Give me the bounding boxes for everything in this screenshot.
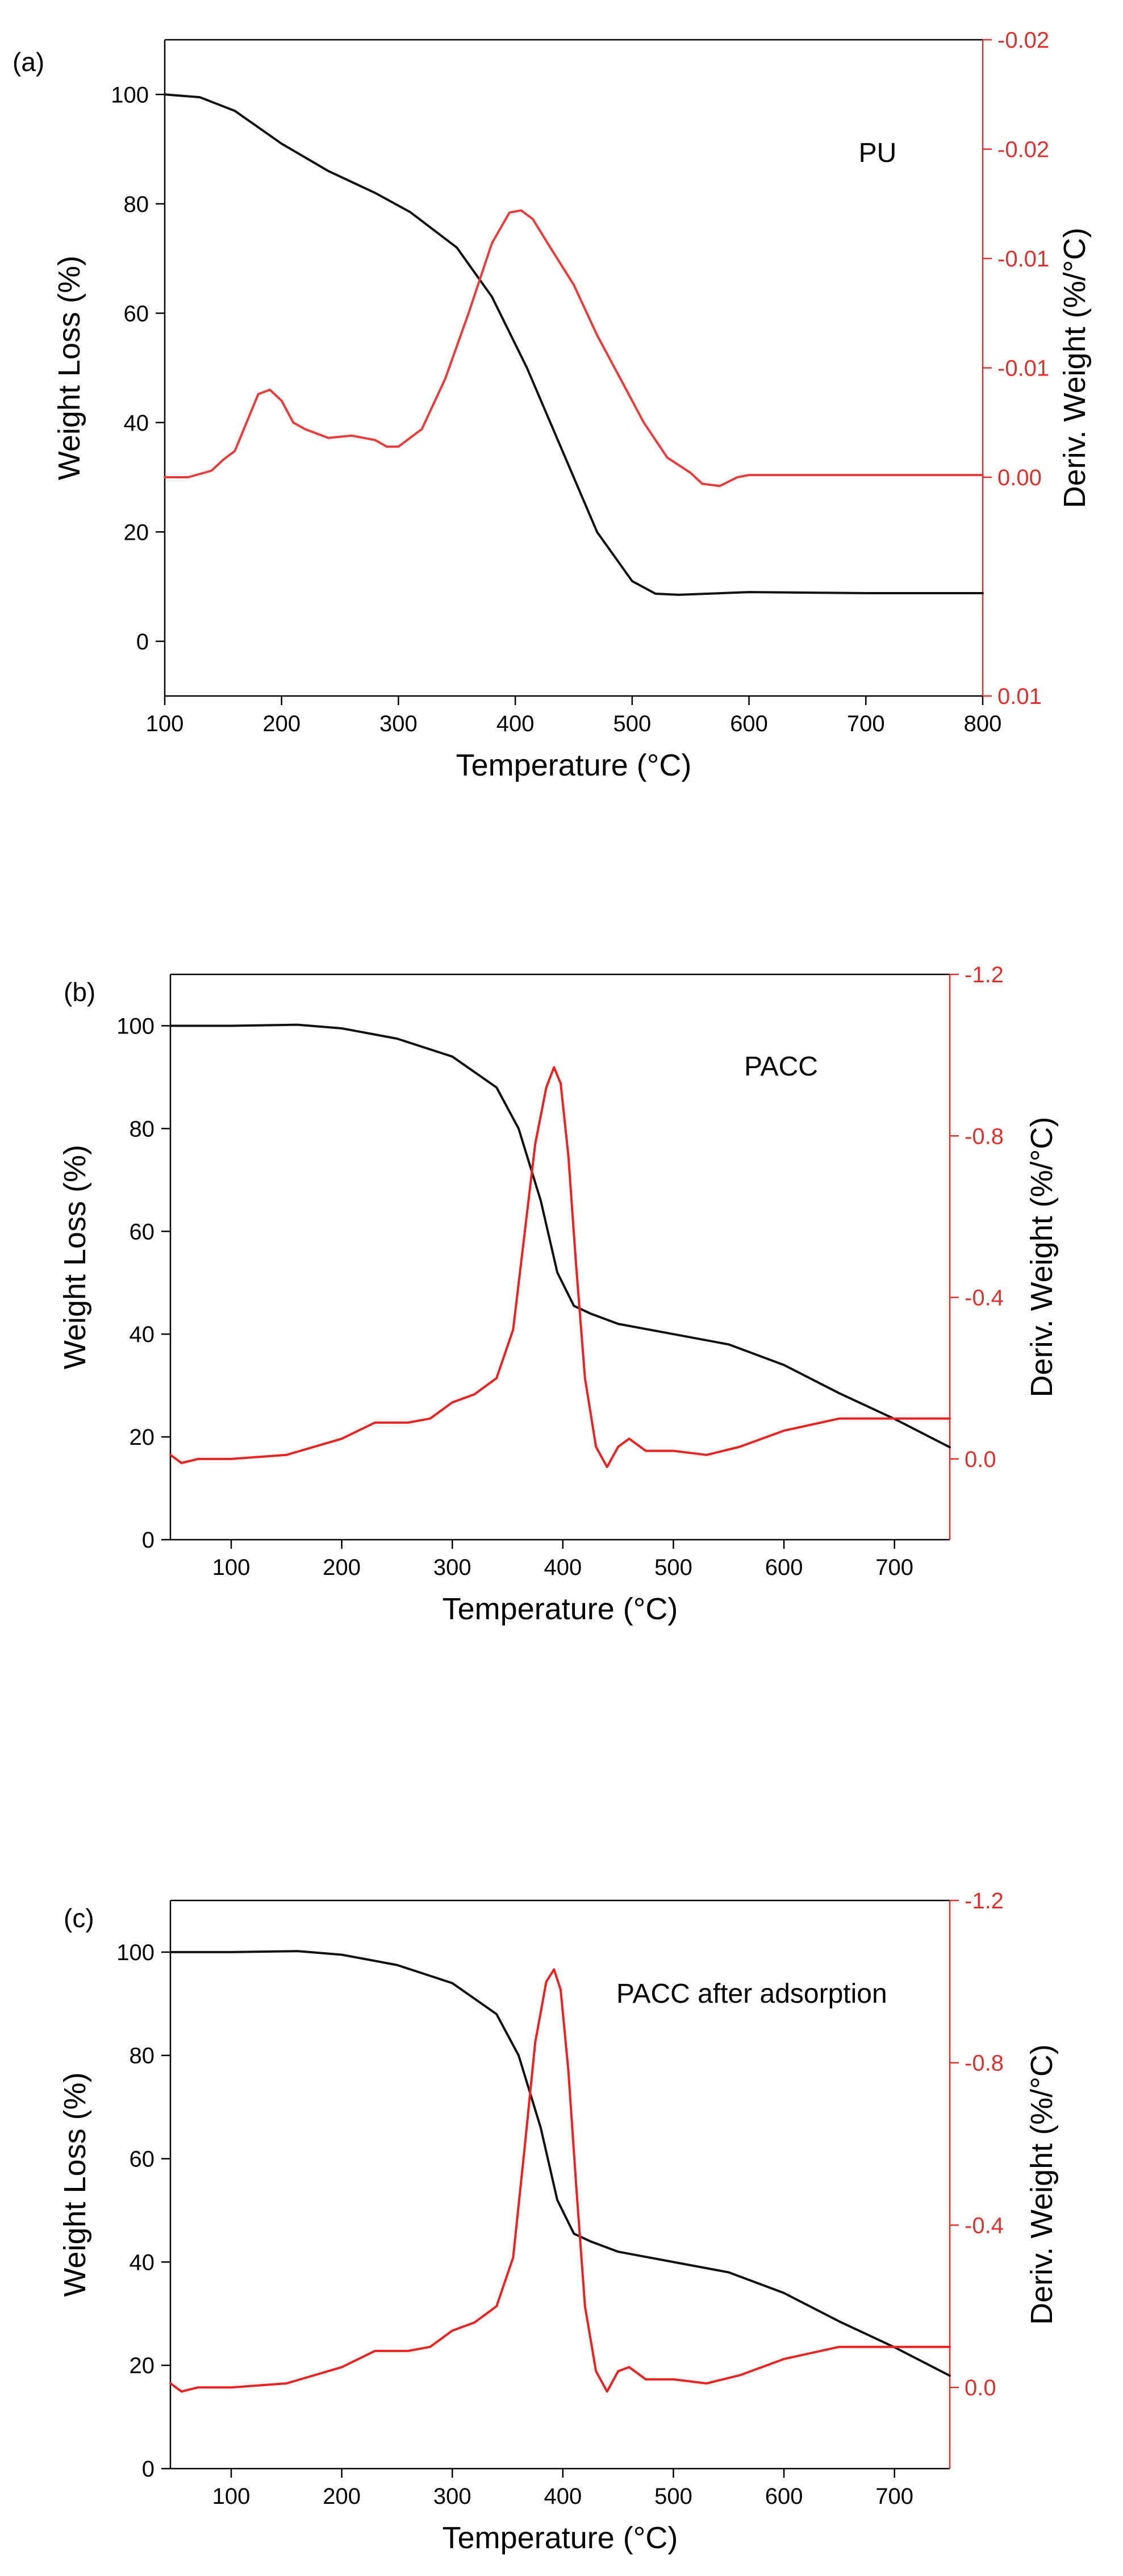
y2-axis-title: Deriv. Weight (%/°C) <box>1058 228 1092 508</box>
x-axis-title: Temperature (°C) <box>442 1592 678 1626</box>
y2-tick-label: -0.4 <box>965 1286 1004 1311</box>
x-tick-label: 600 <box>765 2484 803 2509</box>
y2-tick-label: 0.00 <box>997 465 1042 490</box>
y-tick-label: 40 <box>130 1322 155 1347</box>
y2-tick-label: -0.01 <box>997 247 1049 272</box>
deriv-weight-line <box>169 1066 951 1469</box>
panel-label: (a) <box>12 47 44 77</box>
y-tick-label: 0 <box>142 2457 155 2482</box>
y-tick-label: 20 <box>130 2353 155 2378</box>
y-tick-label: 20 <box>124 520 149 545</box>
panel-label: (c) <box>64 1903 94 1933</box>
weight-loss-line <box>169 1950 951 2377</box>
y-axis-title: Weight Loss (%) <box>58 1145 92 1369</box>
y2-axis-title: Deriv. Weight (%/°C) <box>1025 2044 1059 2325</box>
x-tick-label: 800 <box>964 711 1002 736</box>
x-tick-label: 300 <box>433 2484 471 2509</box>
y-tick-label: 60 <box>124 301 149 326</box>
x-axis-title: Temperature (°C) <box>442 2521 678 2555</box>
deriv-weight-line <box>169 1968 951 2393</box>
y2-tick-label: -0.02 <box>997 28 1049 53</box>
x-tick-label: 500 <box>654 1555 692 1580</box>
x-tick-label: 100 <box>212 1555 251 1580</box>
x-tick-label: 400 <box>496 711 535 736</box>
x-tick-label: 600 <box>730 711 768 736</box>
y2-tick-label: -1.2 <box>965 962 1004 987</box>
y-tick-label: 40 <box>130 2250 155 2275</box>
y-tick-label: 20 <box>130 1425 155 1450</box>
y-tick-label: 100 <box>111 82 149 107</box>
y-tick-label: 60 <box>130 1219 155 1244</box>
y-axis-title: Weight Loss (%) <box>58 2072 92 2296</box>
x-tick-label: 200 <box>323 2484 361 2509</box>
sample-annotation: PACC <box>744 1052 818 1082</box>
chart-panel-2: 100 200 300 400 500 600 700 0 20 40 60 80 100 0.0 -0.4… <box>58 962 1059 1626</box>
x-tick-label: 100 <box>212 2484 251 2509</box>
y-tick-label: 100 <box>116 1940 155 1965</box>
sample-annotation: PACC after adsorption <box>616 1979 887 2009</box>
x-tick-label: 400 <box>544 1555 582 1580</box>
y-tick-label: 0 <box>142 1528 155 1553</box>
y2-tick-label: 0.0 <box>965 1447 996 1472</box>
x-tick-label: 500 <box>613 711 651 736</box>
chart-panel-3: 100 200 300 400 500 600 700 0 20 40 60 80 100 0.0 -0.4… <box>58 1889 1059 2555</box>
x-axis-title: Temperature (°C) <box>456 748 692 782</box>
y-tick-label: 80 <box>130 1116 155 1141</box>
x-tick-label: 700 <box>875 2484 913 2509</box>
deriv-weight-line <box>164 209 984 487</box>
y-tick-label: 80 <box>130 2044 155 2069</box>
x-tick-label: 500 <box>654 2484 692 2509</box>
x-tick-label: 200 <box>262 711 300 736</box>
y-tick-label: 100 <box>116 1014 155 1039</box>
y-tick-label: 0 <box>136 630 149 655</box>
y2-tick-label: -1.2 <box>965 1889 1004 1914</box>
weight-loss-line <box>169 1023 951 1449</box>
x-tick-label: 100 <box>146 711 184 736</box>
x-tick-label: 400 <box>544 2484 582 2509</box>
sample-annotation: PU <box>859 138 897 168</box>
y-tick-label: 40 <box>124 411 149 436</box>
x-tick-label: 700 <box>847 711 885 736</box>
y2-tick-label: -0.01 <box>997 356 1049 381</box>
x-tick-label: 700 <box>875 1555 913 1580</box>
y2-tick-label: -0.4 <box>965 2213 1004 2238</box>
y-tick-label: 60 <box>130 2147 155 2172</box>
x-tick-label: 600 <box>765 1555 803 1580</box>
y2-tick-label: -0.02 <box>997 137 1049 162</box>
y2-tick-label: 0.01 <box>997 684 1042 709</box>
y2-tick-label: 0.0 <box>965 2375 996 2400</box>
weight-loss-line <box>164 93 984 596</box>
y2-tick-label: -0.8 <box>965 1124 1004 1149</box>
x-tick-label: 300 <box>379 711 418 736</box>
y-axis-title: Weight Loss (%) <box>52 256 86 480</box>
y-tick-label: 80 <box>124 192 149 217</box>
y2-axis-title: Deriv. Weight (%/°C) <box>1025 1117 1059 1398</box>
y2-tick-label: -0.8 <box>965 2051 1004 2076</box>
x-tick-label: 200 <box>323 1555 361 1580</box>
panel-label: (b) <box>64 977 95 1007</box>
chart-panel-1: 100 200 300 400 500 600 700 800 0 20 40 60 80 100 0.01… <box>12 28 1092 782</box>
x-tick-label: 300 <box>433 1555 471 1580</box>
